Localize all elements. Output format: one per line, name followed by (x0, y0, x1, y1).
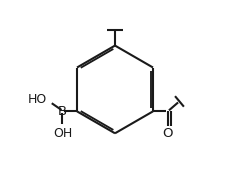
Text: B: B (57, 105, 67, 118)
Text: O: O (162, 127, 172, 140)
Text: HO: HO (28, 93, 47, 106)
Text: OH: OH (53, 127, 73, 140)
